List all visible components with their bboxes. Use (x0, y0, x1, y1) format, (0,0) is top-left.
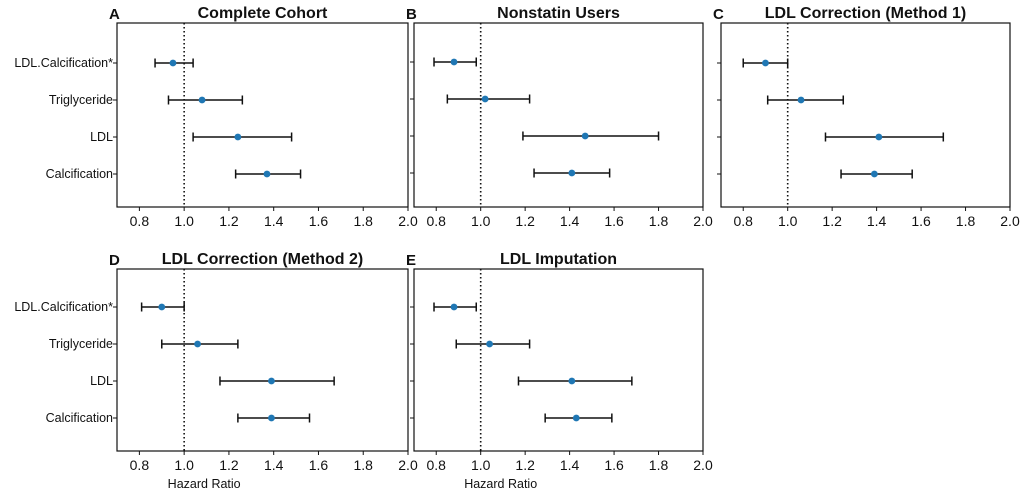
category-label: LDL (90, 130, 113, 144)
estimate-point (234, 133, 242, 141)
plot-frame (116, 22, 409, 208)
x-tick-label: 2.0 (693, 457, 713, 473)
panel-title: Complete Cohort (198, 5, 328, 22)
plot-frame (116, 268, 409, 452)
panel-letter: D (109, 252, 120, 269)
x-tick-label: 2.0 (398, 213, 418, 229)
x-tick-label: 1.6 (309, 213, 329, 229)
panel-letter: E (406, 252, 416, 269)
estimate-point (158, 303, 166, 311)
panel-title: LDL Imputation (500, 251, 617, 268)
estimate-point (568, 377, 576, 385)
x-tick-label: 1.2 (515, 457, 535, 473)
x-tick-label: 1.4 (560, 213, 580, 229)
estimate-point (198, 96, 206, 104)
panel-letter: C (713, 6, 724, 23)
panel-b: B Nonstatin Users 0.8 1.0 1.2 1.4 1.6 1.8 2.0 (406, 5, 713, 229)
category-label: Triglyceride (49, 337, 113, 351)
estimate-point (263, 170, 271, 178)
x-tick-label: 1.0 (778, 213, 798, 229)
x-tick-label: 0.8 (130, 457, 150, 473)
x-tick-label: 0.8 (426, 457, 446, 473)
panel-d: D LDL Correction (Method 2) 0.8 1.0 1.2 1.4 1.… (14, 251, 418, 491)
x-tick-label: 1.6 (309, 457, 329, 473)
x-axis-label: Hazard Ratio (464, 477, 537, 491)
estimate-point (875, 133, 883, 141)
category-label: Triglyceride (49, 93, 113, 107)
x-tick-label: 1.0 (471, 213, 491, 229)
x-tick-label: 1.2 (219, 457, 239, 473)
panel-letter: A (109, 6, 120, 23)
estimate-point (194, 340, 201, 348)
x-tick-label: 1.0 (471, 457, 491, 473)
x-tick-label: 1.8 (649, 457, 669, 473)
x-tick-label: 1.4 (264, 457, 284, 473)
panel-title: Nonstatin Users (497, 5, 620, 22)
plot-frame (413, 22, 704, 208)
panel-a: A Complete Cohort 0.8 1.0 1.2 1.4 1.6 1.8 2.0 LDL… (14, 5, 418, 229)
estimate-point (169, 59, 177, 67)
x-tick-label: 1.8 (353, 213, 373, 229)
estimate-point (450, 303, 458, 311)
x-tick-label: 1.4 (867, 213, 887, 229)
panel-e: E LDL Imputation 0.8 1.0 1.2 1.4 1.6 1.8 2.0 Haza… (406, 251, 713, 491)
panel-title: LDL Correction (Method 1) (765, 5, 966, 22)
plot-frame (720, 22, 1011, 208)
x-tick-label: 1.2 (219, 213, 239, 229)
x-tick-label: 1.8 (956, 213, 976, 229)
estimate-point (797, 96, 805, 104)
x-tick-label: 1.6 (604, 457, 624, 473)
x-tick-label: 1.8 (649, 213, 669, 229)
estimate-point (268, 414, 275, 422)
estimate-point (481, 95, 489, 103)
x-axis-label: Hazard Ratio (168, 477, 241, 491)
estimate-point (762, 59, 769, 67)
plot-frame (413, 268, 704, 452)
x-tick-label: 0.8 (130, 213, 150, 229)
x-tick-label: 1.6 (911, 213, 931, 229)
x-tick-label: 1.4 (264, 213, 284, 229)
category-label: Calcification (46, 411, 113, 425)
estimate-point (268, 377, 275, 385)
panel-c: C LDL Correction (Method 1) 0.8 1.0 1.2 1.4 1.… (713, 5, 1020, 229)
x-tick-label: 1.2 (822, 213, 842, 229)
x-tick-label: 2.0 (693, 213, 713, 229)
estimate-point (870, 170, 878, 178)
estimate-point (568, 169, 576, 177)
estimate-point (581, 132, 589, 140)
category-label: LDL.Calcification* (14, 300, 113, 314)
category-label: Calcification (46, 167, 113, 181)
category-label: LDL (90, 374, 113, 388)
estimate-point (572, 414, 580, 422)
x-tick-label: 1.8 (353, 457, 373, 473)
estimate-point (450, 58, 458, 66)
panel-title: LDL Correction (Method 2) (162, 251, 363, 268)
x-tick-label: 0.8 (733, 213, 753, 229)
panel-letter: B (406, 6, 417, 23)
x-tick-label: 1.6 (604, 213, 624, 229)
x-tick-label: 1.0 (174, 457, 194, 473)
x-tick-label: 2.0 (398, 457, 418, 473)
x-tick-label: 1.4 (560, 457, 580, 473)
x-tick-label: 2.0 (1000, 213, 1020, 229)
x-tick-label: 1.0 (174, 213, 194, 229)
x-tick-label: 0.8 (426, 213, 446, 229)
category-label: LDL.Calcification* (14, 56, 113, 70)
x-tick-label: 1.2 (515, 213, 535, 229)
estimate-point (486, 340, 493, 348)
